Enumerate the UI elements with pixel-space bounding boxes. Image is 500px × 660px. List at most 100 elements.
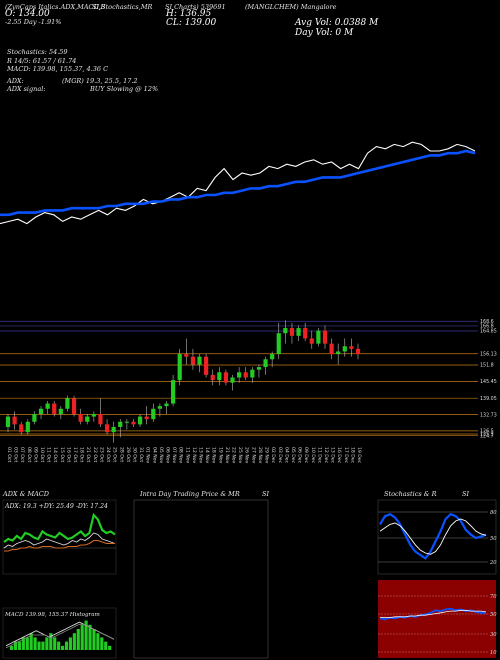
- x-tick-label: 30 Oct: [132, 447, 138, 462]
- signal-line: [5, 623, 115, 649]
- candle-body: [204, 356, 209, 375]
- macd-bar: [68, 637, 72, 650]
- macd-bar: [76, 629, 80, 650]
- candle-body: [270, 354, 275, 360]
- candle-body: [184, 354, 189, 357]
- x-tick-label: 18 Oct: [79, 447, 85, 462]
- candle-body: [296, 328, 301, 336]
- header-line1-right: (MANGLCHEM) Mangalore: [245, 3, 337, 11]
- x-tick-label: 16 Oct: [65, 447, 71, 462]
- candle-body: [283, 328, 288, 334]
- info-stoch: Stochastics: 54.59: [7, 48, 68, 56]
- x-tick-label: 13 Dec: [330, 447, 336, 464]
- x-tick-label: 06 Dec: [297, 447, 303, 464]
- macd-bar: [100, 637, 104, 650]
- x-tick-label: 11 Oct: [46, 447, 52, 462]
- candle-body: [104, 424, 110, 433]
- macd-panel-annotation: MACD 139.98, 155.37 Histogram: [4, 612, 100, 618]
- x-tick-label: 25 Oct: [112, 447, 118, 462]
- macd-bar: [41, 641, 45, 650]
- candle-body: [137, 416, 143, 425]
- macd-bar: [21, 637, 25, 650]
- candle-body: [309, 338, 314, 344]
- candle-body: [5, 416, 11, 427]
- level-label: 132.73: [480, 412, 497, 418]
- macd-bar: [92, 629, 96, 650]
- rsi-panel: [378, 580, 496, 658]
- candle-body: [210, 374, 215, 381]
- close-price-line: [0, 141, 476, 225]
- candle-body: [190, 356, 196, 365]
- candle-body: [342, 346, 347, 352]
- price-line-chart: [0, 141, 476, 225]
- macd-bar: [108, 645, 112, 650]
- stoch-panel: [377, 499, 497, 575]
- header-avg-vol: Avg Vol: 0.0388 M: [294, 18, 379, 28]
- x-tick-label: 22 Oct: [92, 447, 98, 462]
- candle-body: [276, 333, 281, 355]
- macd-bar: [13, 641, 18, 650]
- rsi-ytick: 10: [490, 650, 497, 656]
- intraday-panel-title-tail: SI: [262, 490, 269, 498]
- stoch-ytick: 50: [490, 536, 497, 542]
- candle-body: [151, 408, 156, 420]
- candle-body: [237, 372, 242, 378]
- adx-line: [3, 532, 116, 549]
- candle-body: [118, 421, 123, 427]
- macd-bar: [17, 641, 21, 650]
- x-tick-label: 28 Nov: [257, 447, 263, 464]
- candle-body: [329, 343, 334, 355]
- candle-body: [58, 408, 63, 414]
- macd-bar: [61, 645, 65, 650]
- x-tick-label: 11 Dec: [316, 447, 322, 464]
- level-label: 151.8: [480, 363, 494, 369]
- candle-body: [289, 328, 295, 336]
- x-tick-label: 19 Dec: [356, 447, 362, 464]
- stoch-ytick: 20: [489, 560, 497, 566]
- x-tick-label: 28 Oct: [118, 447, 124, 462]
- level-label: 139.05: [480, 396, 497, 402]
- x-tick-label: 31 Oct: [138, 447, 144, 462]
- stochastics-chart: 80 50 20: [378, 510, 497, 566]
- candle-body: [263, 359, 268, 368]
- ema-line: [0, 149, 476, 217]
- x-tick-label: 01 Oct: [6, 447, 12, 462]
- info-adx-signal: ADX signal:: [6, 85, 46, 93]
- candle-body: [230, 377, 235, 383]
- x-tick-label: 10 Oct: [39, 447, 45, 462]
- x-tick-label: 08 Nov: [178, 447, 184, 464]
- x-tick-label: 29 Oct: [125, 447, 131, 462]
- mrsi-line: [380, 609, 487, 618]
- header-open: O: 134.00: [5, 9, 50, 19]
- candle-body: [170, 380, 176, 404]
- x-tick-label: 08 Oct: [26, 447, 32, 462]
- x-tick-label: 02 Dec: [270, 447, 276, 464]
- x-tick-label: 09 Oct: [32, 447, 38, 462]
- candle-body: [131, 421, 136, 425]
- x-tick-label: 17 Dec: [343, 447, 349, 464]
- x-tick-label: 12 Dec: [323, 447, 329, 464]
- info-macd: MACD: 139.98, 155.37, 4.36 C: [6, 65, 108, 73]
- candle-body: [71, 398, 77, 414]
- adx-chart: [3, 512, 116, 552]
- candle-body: [111, 426, 116, 433]
- macd-bar: [72, 633, 76, 650]
- level-label: 164.85: [480, 329, 497, 335]
- level-label: 124.7: [480, 433, 494, 439]
- plus-di-line: [3, 512, 116, 543]
- info-adx: ADX:: [6, 77, 24, 85]
- macd-panel: [2, 607, 117, 659]
- macd-bar: [96, 633, 100, 650]
- candle-body: [19, 424, 24, 433]
- rsi-ytick: 30: [490, 632, 497, 638]
- macd-histogram: [5, 620, 115, 650]
- x-tick-label: 27 Nov: [250, 447, 256, 464]
- x-tick-label: 15 Oct: [59, 447, 65, 462]
- x-tick-label: 21 Nov: [224, 447, 230, 464]
- x-tick-label: 14 Nov: [204, 447, 210, 464]
- x-tick-label: 17 Oct: [72, 447, 78, 462]
- rsi-chart: 70 50 30 10: [378, 594, 497, 656]
- adx-panel-title: ADX & MACD: [2, 490, 50, 498]
- x-tick-label: 09 Dec: [303, 447, 309, 464]
